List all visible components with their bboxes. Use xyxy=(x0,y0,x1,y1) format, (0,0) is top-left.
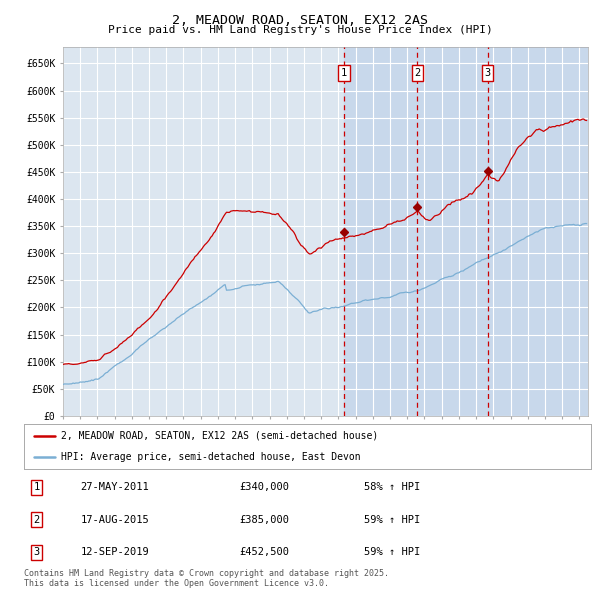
Text: 2: 2 xyxy=(414,68,421,78)
Text: 1: 1 xyxy=(341,68,347,78)
Text: £385,000: £385,000 xyxy=(239,515,289,525)
Bar xyxy=(344,47,588,416)
Text: Price paid vs. HM Land Registry's House Price Index (HPI): Price paid vs. HM Land Registry's House … xyxy=(107,25,493,35)
Text: 17-AUG-2015: 17-AUG-2015 xyxy=(80,515,149,525)
Text: 27-MAY-2011: 27-MAY-2011 xyxy=(80,483,149,492)
Text: 3: 3 xyxy=(484,68,491,78)
Text: Contains HM Land Registry data © Crown copyright and database right 2025.
This d: Contains HM Land Registry data © Crown c… xyxy=(24,569,389,588)
Text: 59% ↑ HPI: 59% ↑ HPI xyxy=(364,515,421,525)
Text: 58% ↑ HPI: 58% ↑ HPI xyxy=(364,483,421,492)
Text: 12-SEP-2019: 12-SEP-2019 xyxy=(80,548,149,557)
Text: 2, MEADOW ROAD, SEATON, EX12 2AS (semi-detached house): 2, MEADOW ROAD, SEATON, EX12 2AS (semi-d… xyxy=(61,431,378,441)
Text: 3: 3 xyxy=(34,548,40,557)
Text: 59% ↑ HPI: 59% ↑ HPI xyxy=(364,548,421,557)
Text: £452,500: £452,500 xyxy=(239,548,289,557)
Text: £340,000: £340,000 xyxy=(239,483,289,492)
Text: 1: 1 xyxy=(34,483,40,492)
Text: 2: 2 xyxy=(34,515,40,525)
Text: 2, MEADOW ROAD, SEATON, EX12 2AS: 2, MEADOW ROAD, SEATON, EX12 2AS xyxy=(172,14,428,27)
Text: HPI: Average price, semi-detached house, East Devon: HPI: Average price, semi-detached house,… xyxy=(61,452,361,462)
